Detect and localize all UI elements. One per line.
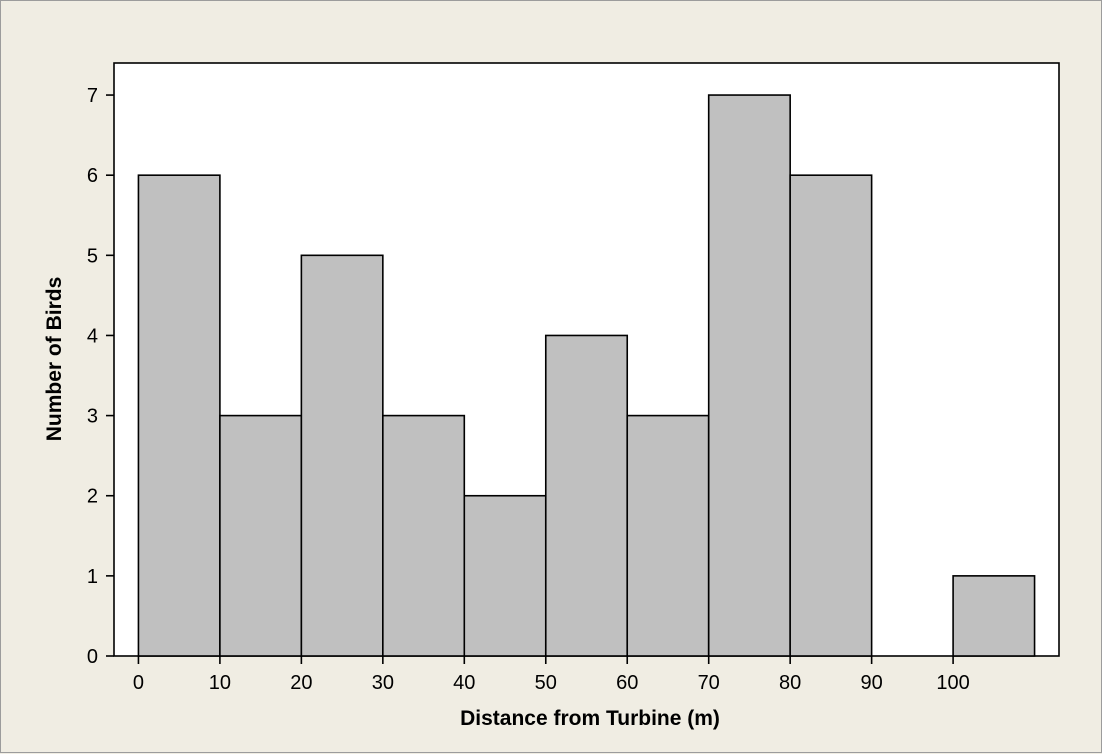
histogram-bar [544,334,629,657]
histogram-bar [952,575,1036,657]
y-tick-label: 4 [87,325,98,347]
x-tick-label: 0 [133,672,144,694]
x-tick-label: 60 [616,672,638,694]
x-tick-label: 30 [372,672,394,694]
x-tick-label: 20 [290,672,312,694]
y-tick-label: 5 [87,245,98,267]
y-axis-title: Number of Birds [43,277,66,442]
bars-group [137,94,1036,657]
histogram-bar [626,414,710,657]
y-tick-label: 7 [87,85,98,107]
histogram-bar [219,414,303,657]
x-tick-label: 50 [535,672,557,694]
y-tick-label: 0 [87,646,98,668]
histogram-bar [789,174,873,657]
x-axis-title: Distance from Turbine (m) [460,707,720,730]
y-tick-label: 3 [87,406,98,428]
histogram-bar [300,254,384,657]
y-tick-label: 6 [87,165,98,187]
y-tick-label: 2 [87,486,98,508]
x-tick-label: 80 [779,672,801,694]
histogram-bar [707,94,791,657]
y-axis-ticks: 0 1 2 3 4 5 6 7 [87,85,114,668]
histogram-bar [382,414,466,657]
histogram-bar [463,494,547,657]
x-tick-label: 100 [936,672,969,694]
x-tick-label: 10 [209,672,231,694]
x-tick-label: 40 [453,672,475,694]
x-tick-label: 90 [861,672,883,694]
x-axis-ticks: 0 10 20 30 40 50 60 70 80 90 100 [133,656,970,694]
y-tick-label: 1 [87,566,98,588]
histogram-bar [137,174,221,657]
x-tick-label: 70 [698,672,720,694]
